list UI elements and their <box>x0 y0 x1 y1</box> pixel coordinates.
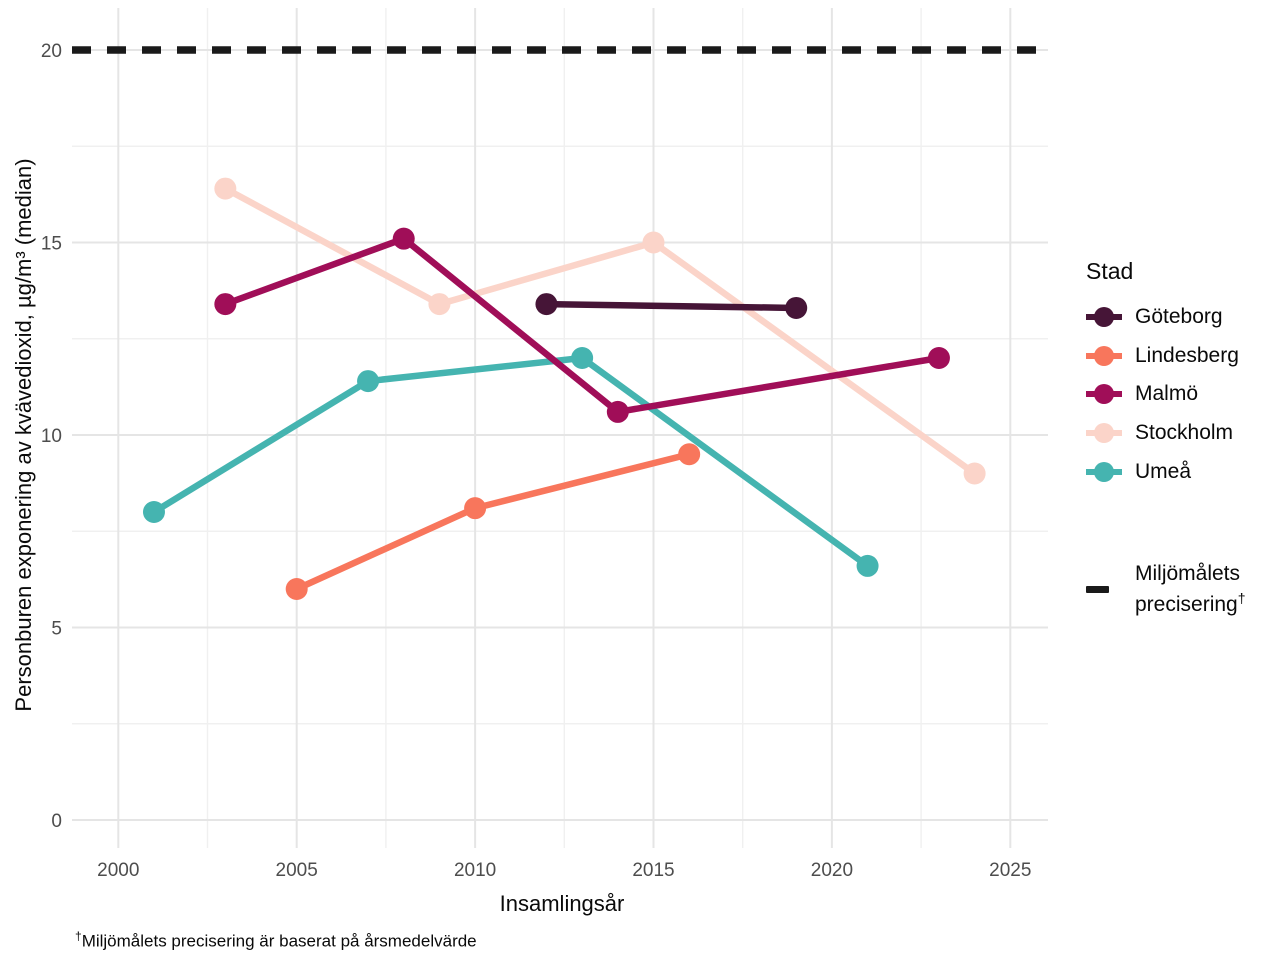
svg-text:2025: 2025 <box>989 860 1031 881</box>
svg-text:2000: 2000 <box>97 860 139 881</box>
dash-glyph <box>1086 586 1109 593</box>
legend-stad: Stad Göteborg Lindesberg Malmö Stockholm Ume… <box>1086 258 1239 491</box>
footnote-dagger: † <box>75 929 82 943</box>
svg-text:15: 15 <box>41 234 62 255</box>
svg-text:2005: 2005 <box>276 860 318 881</box>
legend-label: Lindesberg <box>1135 343 1239 367</box>
legend-item-stockholm: Stockholm <box>1086 414 1239 453</box>
legend-key-icon <box>1086 461 1122 482</box>
legend-key-icon <box>1086 423 1122 444</box>
legend-key-icon <box>1086 384 1122 405</box>
legend-item-ume: Umeå <box>1086 452 1239 491</box>
legend-item-gteborg: Göteborg <box>1086 298 1239 337</box>
reference-label-line1: Miljömålets <box>1135 562 1241 585</box>
svg-text:2010: 2010 <box>454 860 496 881</box>
svg-text:20: 20 <box>41 41 62 62</box>
svg-text:2015: 2015 <box>632 860 674 881</box>
legend-key-icon <box>1086 345 1122 366</box>
legend-key-icon <box>1086 307 1122 328</box>
legend-label: Stockholm <box>1135 421 1234 445</box>
dashed-line-key <box>1086 578 1122 602</box>
footnote: †Miljömålets precisering är baserat på å… <box>75 929 477 952</box>
legend-title: Stad <box>1086 258 1134 284</box>
legend-item-malm: Malmö <box>1086 375 1239 414</box>
legend-label: Umeå <box>1135 459 1192 483</box>
legend-label: Malmö <box>1135 382 1199 406</box>
svg-text:10: 10 <box>41 426 62 447</box>
reference-legend-label: Miljömålets precisering† <box>1135 562 1246 617</box>
x-axis-title: Insamlingsår <box>499 891 625 916</box>
reference-label-line2: precisering <box>1135 593 1238 616</box>
legend-item-lindesberg: Lindesberg <box>1086 337 1239 376</box>
dagger-superscript: † <box>1237 590 1246 606</box>
svg-text:2020: 2020 <box>811 860 853 881</box>
svg-text:0: 0 <box>51 811 62 832</box>
y-axis-title: Personburen exponering av kvävedioxid, µ… <box>11 158 36 712</box>
legend-label: Göteborg <box>1135 305 1223 329</box>
legend-reference: Miljömålets precisering† <box>1086 562 1246 617</box>
footnote-text: Miljömålets precisering är baserat på år… <box>81 931 477 951</box>
legend-items: Göteborg Lindesberg Malmö Stockholm Umeå <box>1086 298 1239 491</box>
svg-text:5: 5 <box>51 619 62 640</box>
